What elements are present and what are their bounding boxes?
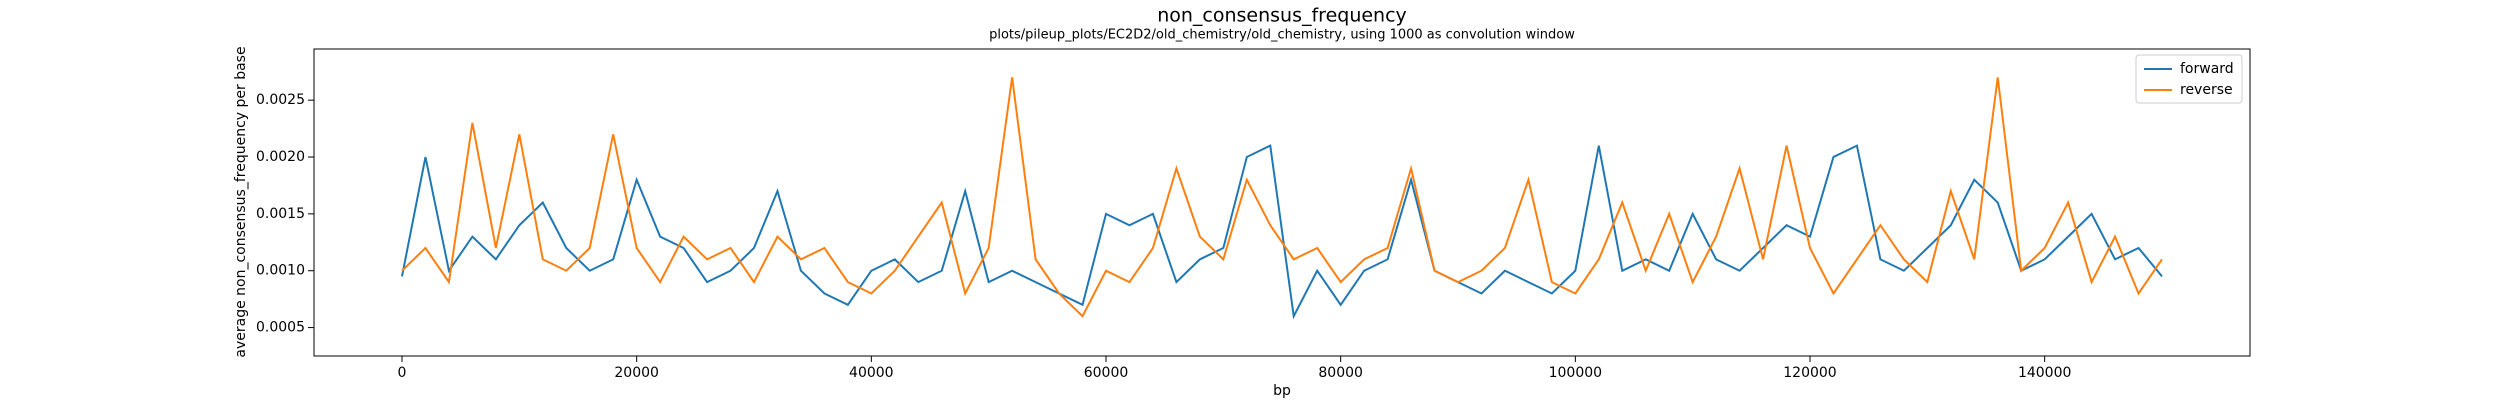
y-tick-label: 0.0005 [256, 320, 305, 336]
x-tick-label: 140000 [2018, 365, 2071, 381]
x-tick-label: 20000 [614, 365, 659, 381]
plot-frame [313, 48, 2251, 357]
x-axis-label: bp [1273, 383, 1291, 399]
x-tick-label: 0 [398, 365, 407, 381]
x-tick-label: 80000 [1318, 365, 1363, 381]
y-axis-label: average non_consensus_frequency per base [233, 46, 249, 357]
series-line [401, 144, 2163, 320]
y-tick-label: 0.0020 [256, 149, 305, 165]
x-tick-label: 40000 [849, 365, 894, 381]
series-line [401, 77, 2163, 318]
legend-label: forward [2180, 61, 2234, 77]
x-tick-label: 60000 [1084, 365, 1129, 381]
y-tick-label: 0.0015 [256, 206, 305, 222]
y-tick-label: 0.0025 [256, 92, 305, 108]
chart-subtitle: plots/pileup_plots/EC2D2/old_chemistry/o… [989, 28, 1575, 43]
legend-label: reverse [2180, 82, 2233, 98]
x-tick-label: 120000 [1783, 365, 1836, 381]
chart-title: non_consensus_frequency [1157, 5, 1407, 27]
y-tick-label: 0.0010 [256, 263, 305, 279]
x-tick-label: 100000 [1549, 365, 1602, 381]
